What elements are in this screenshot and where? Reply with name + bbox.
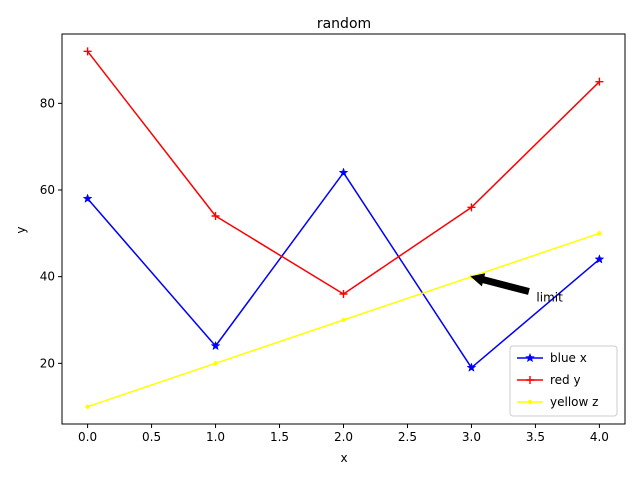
legend-marker [525,352,535,363]
data-point [210,340,221,351]
x-tick-label: 1.0 [206,430,225,444]
legend-entry: yellow z [517,395,598,409]
series-2 [85,231,602,409]
x-tick-label: 0.5 [142,430,161,444]
plot-area: 0.0 0.5 1.0 1.5 2.0 2.5 3.0 3.5 4.0 20 40 60 80 limit… [40,33,626,444]
legend-box [509,345,618,417]
x-tick-label: 2.5 [398,430,417,444]
y-tick-label: 20 [40,356,55,370]
x-tick-label: 3.5 [526,430,545,444]
data-point [338,167,349,177]
data-point [211,212,220,220]
y-tick-label: 60 [40,183,55,197]
legend-label: yellow z [550,395,598,409]
legend: blue x red y yellow z [509,345,618,417]
x-tick-label: 1.5 [270,430,289,444]
legend-entry: blue x [517,351,587,365]
data-point [597,231,602,236]
data-point [595,77,604,86]
y-tick-label: 80 [40,96,55,110]
y-axis-title: y [14,226,28,233]
data-point [466,362,477,372]
legend-label: red y [550,373,581,387]
data-point [594,254,605,264]
data-point [82,193,93,203]
annotation-0: limit [470,273,563,304]
legend-marker [527,399,533,405]
annotation-text: limit [536,290,563,304]
data-point [213,361,218,366]
x-tick-label: 2.0 [334,430,353,444]
x-axis-title: x [340,451,347,465]
legend-entry: red y [517,373,581,387]
legend-marker [526,376,534,384]
x-tick-label: 3.0 [462,430,481,444]
data-point [83,47,92,56]
series-0 [82,167,605,372]
legend-label: blue x [550,351,587,365]
x-tick-label: 0.0 [78,430,97,444]
data-point [467,203,476,212]
data-point [85,404,90,409]
x-tick-label: 4.0 [590,430,609,444]
series-1 [83,47,604,298]
annotation-arrow [470,273,530,295]
chart-title: random [317,16,371,32]
y-tick-label: 40 [40,270,55,284]
data-point [341,317,346,323]
data-point [339,290,348,298]
